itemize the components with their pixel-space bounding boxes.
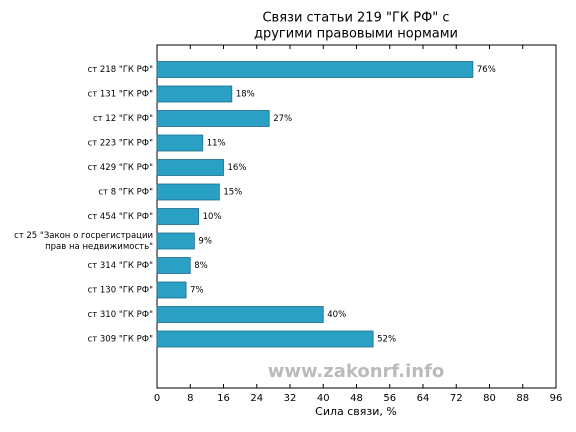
x-tick-label: 16 [217,393,230,404]
watermark: www.zakonrf.info [268,361,445,382]
value-label: 16% [228,163,247,173]
x-tick-label: 8 [187,393,193,404]
bar [156,159,224,176]
x-axis-label: Сила связи, % [315,405,397,418]
y-tick-label: ст 131 "ГК РФ" [88,90,154,100]
y-tick-label: ст 454 "ГК РФ" [88,212,154,222]
y-tick-label: ст 223 "ГК РФ" [88,139,154,149]
value-label: 8% [194,261,208,271]
x-tick-label: 56 [383,393,396,404]
y-tick-label: прав на недвижимость" [45,242,153,252]
x-tick-label: 48 [350,393,363,404]
value-label: 7% [190,286,204,296]
y-tick-label: ст 429 "ГК РФ" [88,163,154,173]
bar [156,85,233,103]
value-label: 10% [203,212,222,222]
x-tick-label: 24 [250,393,263,404]
y-tick-label: ст 8 "ГК РФ" [98,188,153,198]
bar [156,306,324,323]
x-tick-label: 80 [483,393,496,404]
value-label: 11% [207,139,226,149]
bar [156,330,374,348]
value-label: 40% [327,310,346,320]
x-tick-label: 32 [284,393,297,404]
chart-title: Связи статьи 219 "ГК РФ" с [262,11,449,26]
y-tick-label: ст 314 "ГК РФ" [88,261,154,271]
y-tick-label: ст 310 "ГК РФ" [88,310,154,320]
bar [156,183,220,201]
x-tick-label: 88 [516,393,529,404]
bar [156,208,199,225]
y-tick-label: ст 130 "ГК РФ" [88,286,154,296]
x-tick-label: 40 [317,393,330,404]
y-tick-label: ст 309 "ГК РФ" [88,335,154,345]
x-tick-label: 0 [154,393,160,404]
value-label: 27% [273,114,292,124]
bar [156,281,187,299]
y-tick-label: ст 12 "ГК РФ" [93,114,153,124]
y-tick-label: ст 218 "ГК РФ" [88,65,154,75]
bar [156,134,204,152]
bar [156,232,195,250]
value-label: 52% [377,335,396,345]
value-label: 9% [198,237,212,247]
value-label: 18% [236,90,255,100]
x-tick-label: 64 [417,393,430,404]
value-label: 15% [223,188,242,198]
x-tick-label: 72 [450,393,463,404]
bar [156,110,270,127]
y-tick-label: ст 25 "Закон о госрегистрации [14,231,153,241]
value-label: 76% [477,65,496,75]
x-tick-label: 96 [550,393,563,404]
bar [156,257,191,274]
chart-title: другими правовыми нормами [254,27,458,42]
bar [156,61,474,78]
